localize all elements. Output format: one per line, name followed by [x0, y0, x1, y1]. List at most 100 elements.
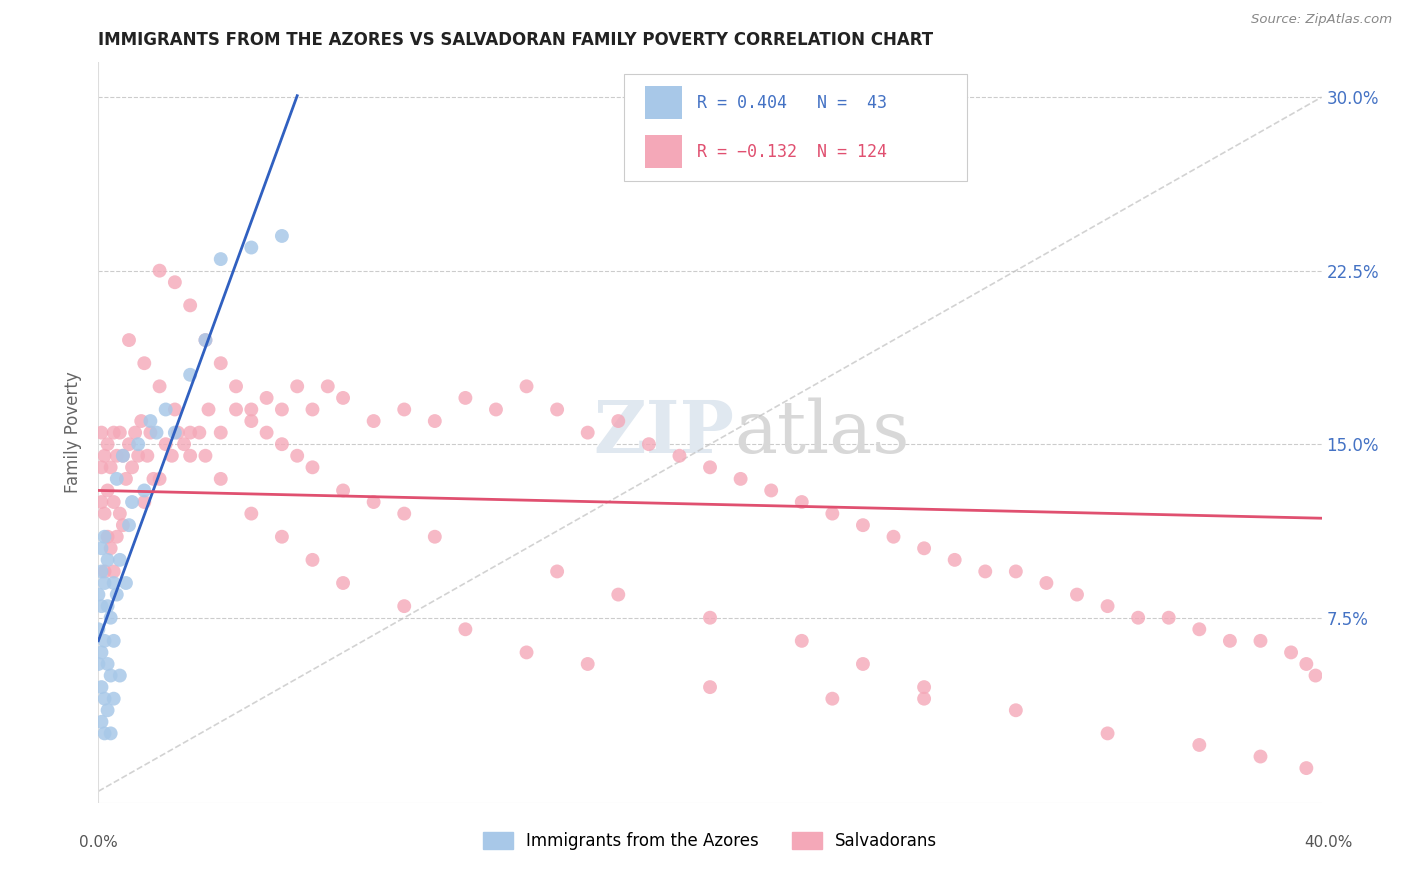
Point [179, 425, 201, 440]
Text: atlas: atlas [734, 397, 910, 468]
FancyBboxPatch shape [645, 87, 682, 120]
Point [301, 402, 323, 417]
Point [93, 507, 115, 521]
Point [179, 449, 201, 463]
Point [134, 483, 156, 498]
Point [108, 668, 131, 682]
Point [197, 402, 219, 417]
Point [90, 680, 112, 694]
Point [912, 680, 935, 694]
Point [912, 691, 935, 706]
Point [93, 691, 115, 706]
Point [93, 565, 115, 579]
Point [100, 611, 122, 625]
Point [173, 437, 195, 451]
Point [194, 333, 217, 347]
Point [1295, 657, 1317, 671]
Point [699, 460, 721, 475]
Point [97, 437, 120, 451]
Point [225, 379, 247, 393]
Point [759, 483, 782, 498]
Point [149, 472, 172, 486]
Point [155, 437, 177, 451]
Point [179, 368, 201, 382]
Point [423, 530, 446, 544]
Text: 40.0%: 40.0% [1305, 836, 1353, 850]
Point [134, 495, 156, 509]
Point [576, 657, 599, 671]
Point [270, 437, 292, 451]
Point [209, 425, 232, 440]
Point [516, 645, 538, 659]
Point [1066, 588, 1088, 602]
Point [285, 449, 308, 463]
Point [852, 657, 875, 671]
Point [454, 622, 477, 636]
Point [1295, 761, 1317, 775]
Point [332, 576, 354, 591]
Point [730, 472, 752, 486]
Point [943, 553, 966, 567]
Point [149, 263, 172, 277]
Point [93, 449, 115, 463]
Point [240, 402, 263, 417]
Point [1188, 622, 1211, 636]
Point [121, 460, 143, 475]
Point [1004, 565, 1026, 579]
Point [912, 541, 935, 556]
Point [149, 379, 172, 393]
Point [454, 391, 477, 405]
Point [516, 379, 538, 393]
Point [97, 657, 120, 671]
Point [392, 402, 416, 417]
Point [270, 229, 292, 244]
Point [1004, 703, 1026, 717]
Point [240, 240, 263, 255]
Point [1128, 611, 1150, 625]
Point [145, 425, 167, 440]
Text: ZIP: ZIP [593, 397, 734, 468]
Point [607, 588, 630, 602]
Text: IMMIGRANTS FROM THE AZORES VS SALVADORAN FAMILY POVERTY CORRELATION CHART: IMMIGRANTS FROM THE AZORES VS SALVADORAN… [98, 31, 934, 49]
Point [108, 425, 131, 440]
Point [1097, 599, 1119, 614]
Point [316, 379, 339, 393]
Point [240, 507, 263, 521]
Point [209, 356, 232, 370]
Point [883, 530, 905, 544]
Point [124, 425, 146, 440]
Point [97, 553, 120, 567]
Point [90, 460, 112, 475]
Point [790, 633, 813, 648]
Point [115, 472, 138, 486]
Point [546, 402, 568, 417]
Point [97, 483, 120, 498]
Point [93, 726, 115, 740]
Point [87, 657, 110, 671]
Point [111, 449, 134, 463]
Point [821, 507, 844, 521]
Point [209, 472, 232, 486]
Point [108, 507, 131, 521]
Point [1279, 645, 1302, 659]
Point [332, 391, 354, 405]
Point [108, 553, 131, 567]
Point [139, 425, 162, 440]
Point [93, 530, 115, 544]
Point [139, 414, 162, 428]
Point [194, 449, 217, 463]
Point [423, 414, 446, 428]
Point [1188, 738, 1211, 752]
Point [485, 402, 508, 417]
Point [576, 425, 599, 440]
FancyBboxPatch shape [645, 135, 682, 169]
Point [160, 449, 183, 463]
Legend: Immigrants from the Azores, Salvadorans: Immigrants from the Azores, Salvadorans [482, 832, 938, 850]
Point [118, 518, 141, 533]
FancyBboxPatch shape [624, 73, 967, 181]
Point [105, 449, 128, 463]
Point [974, 565, 997, 579]
Point [103, 633, 125, 648]
Point [105, 472, 128, 486]
Point [90, 425, 112, 440]
